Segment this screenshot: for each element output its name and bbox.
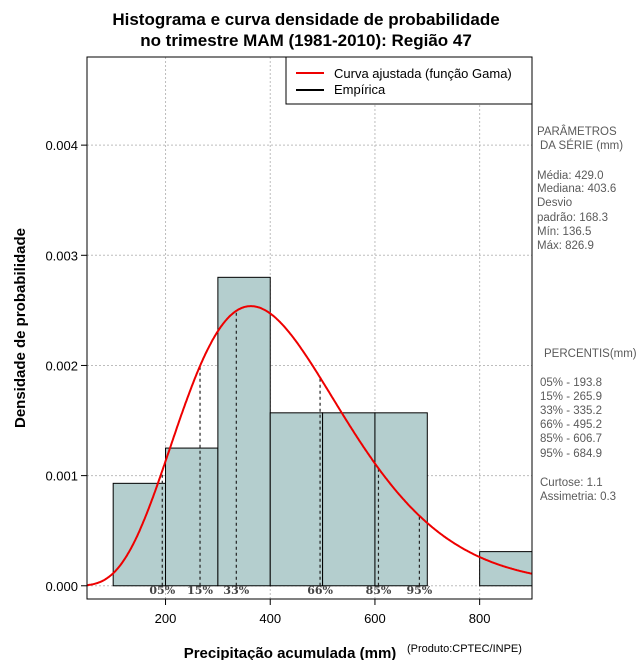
x-tick-label-1: 400 [259,611,281,626]
stat-sd-label: Desvio [537,197,572,209]
stat-skewness: Assimetria: 0.3 [540,491,616,503]
gamma-curve-layer [86,305,533,587]
histogram-bar-1 [165,447,219,587]
percentile-label-5: 95% [407,584,433,597]
x-tick-label-2: 600 [364,611,386,626]
percentil-95: 95% - 684.9 [540,448,602,460]
percentile-label-2: 33% [223,584,249,597]
percentil-15: 15% - 265.9 [540,391,602,403]
credit-text: (Produto:CPTEC/INPE) [407,643,522,655]
percentile-label-3: 66% [307,584,333,597]
x-tick-label-0: 200 [155,611,177,626]
percentil-85: 85% - 606.7 [540,433,602,445]
y-axis-label: Densidade de probabilidade [12,228,29,428]
legend-box [285,56,533,105]
histogram-bar-2 [217,276,271,587]
histogram-bar-7 [479,551,533,587]
histogram-bar-4 [322,412,376,587]
chart-title-line1: Histograma e curva densidade de probabil… [112,10,499,29]
stat-min: Mín: 136.5 [537,226,591,238]
histogram-bar-3 [269,412,324,587]
legend-label-empirical: Empírica [334,82,386,97]
y-tick-label-1: 0.001 [45,469,78,484]
percentil-66: 66% - 495.2 [540,419,602,431]
y-tick-label-2: 0.002 [45,358,78,373]
percentis-header: PERCENTIS(mm) [544,348,637,360]
percentil-05: 05% - 193.8 [540,377,602,389]
y-tick-label-0: 0.000 [45,579,78,594]
legend: Curva ajustada (função Gama) Empírica [285,56,533,105]
stat-median: Mediana: 403.6 [537,183,616,195]
percentile-labels: 05% 15% 33% 66% 85% 95% [149,584,432,597]
x-axis: 200 400 600 800 [155,599,491,626]
stat-mean: Média: 429.0 [537,170,604,182]
y-tick-label-4: 0.004 [45,138,78,153]
percentile-label-1: 15% [187,584,213,597]
x-axis-label: Precipitação acumulada (mm) [184,645,397,660]
legend-label-fit: Curva ajustada (função Gama) [334,66,512,81]
chart-title-line2: no trimestre MAM (1981-2010): Região 47 [140,31,472,50]
percentil-33: 33% - 335.2 [540,405,602,417]
y-tick-label-3: 0.003 [45,248,78,263]
percentile-label-0: 05% [149,584,175,597]
side-panel: PARÂMETROS DA SÉRIE (mm) Média: 429.0 Me… [537,125,637,503]
stat-max: Máx: 826.9 [537,240,594,252]
percentile-label-4: 85% [366,584,392,597]
params-header-2: DA SÉRIE (mm) [540,139,623,152]
x-tick-label-3: 800 [469,611,491,626]
stat-sd: padrão: 168.3 [537,212,608,224]
histogram-bars [112,276,533,587]
stat-kurtosis: Curtose: 1.1 [540,477,603,489]
y-axis: 0.000 0.001 0.002 0.003 0.004 [45,138,87,594]
percentile-lines [161,310,420,586]
histogram-bar-0 [112,482,167,587]
gamma-curve [86,305,533,587]
histogram-bar-5 [374,412,428,587]
params-header-1: PARÂMETROS [537,125,617,138]
